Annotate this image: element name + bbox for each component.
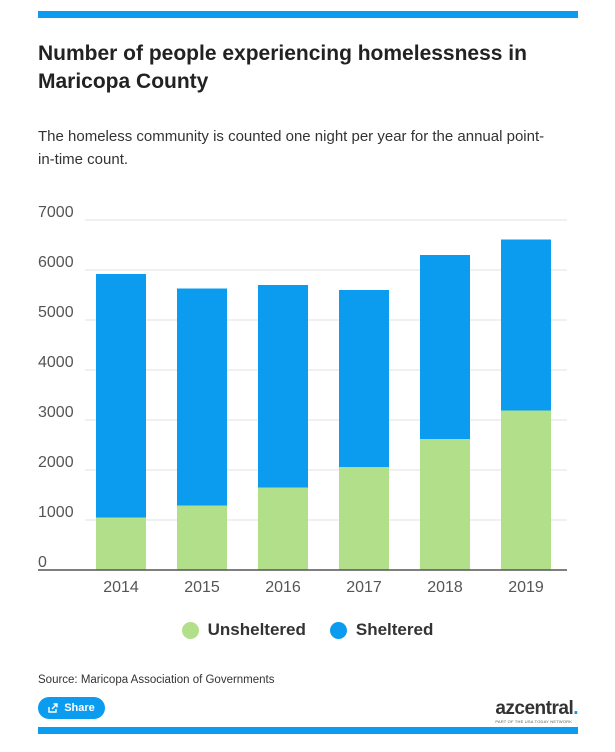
bar-sheltered-2019 bbox=[501, 239, 551, 411]
bar-unsheltered-2016 bbox=[258, 487, 308, 570]
x-tick-label: 2018 bbox=[427, 579, 463, 596]
bottom-accent-bar bbox=[38, 727, 578, 734]
y-tick-label: 3000 bbox=[38, 404, 74, 421]
share-icon bbox=[48, 703, 58, 713]
bar-sheltered-2015 bbox=[177, 288, 227, 506]
share-button[interactable]: Share bbox=[38, 697, 105, 719]
y-tick-label: 6000 bbox=[38, 254, 74, 271]
bar-sheltered-2016 bbox=[258, 285, 308, 488]
y-tick-label: 4000 bbox=[38, 354, 74, 371]
bar-unsheltered-2015 bbox=[177, 505, 227, 570]
azcentral-logo[interactable]: azcentral. PART OF THE USA TODAY NETWORK bbox=[495, 698, 578, 724]
bar-unsheltered-2018 bbox=[420, 439, 470, 570]
x-tick-label: 2017 bbox=[346, 579, 382, 596]
y-tick-label: 2000 bbox=[38, 454, 74, 471]
y-tick-label: 0 bbox=[38, 554, 47, 571]
bar-sheltered-2017 bbox=[339, 290, 389, 467]
legend-swatch-sheltered bbox=[329, 621, 347, 639]
chart-legend: Unsheltered Sheltered bbox=[0, 620, 615, 640]
y-tick-label: 1000 bbox=[38, 504, 74, 521]
source-note: Source: Maricopa Association of Governme… bbox=[38, 674, 275, 686]
x-tick-label: 2014 bbox=[103, 579, 139, 596]
chart-subtitle: The homeless community is counted one ni… bbox=[38, 128, 545, 168]
legend-item-sheltered: Sheltered bbox=[329, 620, 434, 640]
logo-dot: . bbox=[573, 698, 578, 719]
x-tick-label: 2019 bbox=[508, 579, 544, 596]
bar-unsheltered-2017 bbox=[339, 467, 389, 570]
y-tick-label: 7000 bbox=[38, 204, 74, 221]
share-label: Share bbox=[64, 702, 95, 714]
y-tick-label: 5000 bbox=[38, 304, 74, 321]
legend-item-unsheltered: Unsheltered bbox=[181, 620, 306, 640]
legend-label-unsheltered: Unsheltered bbox=[207, 620, 306, 639]
logo-tagline: PART OF THE USA TODAY NETWORK bbox=[495, 719, 573, 724]
top-accent-bar bbox=[38, 11, 578, 18]
bar-unsheltered-2019 bbox=[501, 410, 551, 570]
x-tick-label: 2015 bbox=[184, 579, 220, 596]
logo-wordmark: azcentral bbox=[495, 698, 574, 719]
x-tick-label: 2016 bbox=[265, 579, 301, 596]
legend-label-sheltered: Sheltered bbox=[355, 620, 434, 639]
legend-swatch-unsheltered bbox=[181, 621, 199, 639]
chart-title: Number of people experiencing homelessne… bbox=[38, 42, 527, 93]
bar-sheltered-2014 bbox=[96, 274, 146, 518]
bar-sheltered-2018 bbox=[420, 255, 470, 439]
stacked-bar-chart: 0 1000 2000 3000 4000 5000 6000 7000 2014 2015 201… bbox=[38, 204, 567, 596]
bar-unsheltered-2014 bbox=[96, 517, 146, 570]
